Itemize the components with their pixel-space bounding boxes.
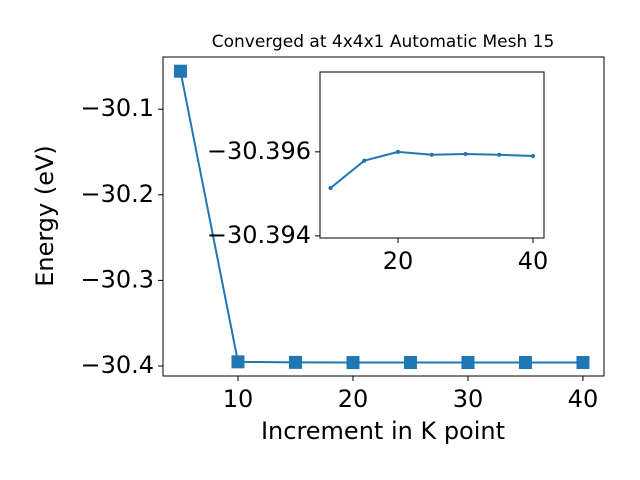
marker: [362, 158, 367, 163]
marker: [346, 356, 360, 370]
marker: [395, 149, 401, 154]
x-tick-label: 40: [568, 385, 599, 413]
y-tick-label: −30.394: [207, 221, 311, 249]
marker: [497, 152, 502, 157]
marker: [461, 356, 475, 370]
marker: [530, 153, 536, 159]
x-tick-label: 20: [383, 247, 414, 275]
y-tick-label: −30.4: [80, 351, 154, 379]
marker: [576, 355, 590, 369]
x-tick-label: 10: [223, 385, 254, 413]
marker: [231, 355, 245, 369]
marker: [463, 151, 468, 157]
chart-title: Converged at 4x4x1 Automatic Mesh 15: [212, 32, 555, 52]
x-tick-label: 20: [338, 385, 369, 413]
y-tick-label: −30.396: [207, 137, 311, 165]
marker: [403, 356, 417, 370]
y-tick-label: −30.1: [80, 94, 154, 122]
x-tick-label: 30: [453, 385, 484, 413]
x-axis-label: Increment in K point: [261, 417, 505, 445]
marker: [429, 152, 434, 157]
marker: [288, 355, 302, 369]
y-tick-label: −30.2: [80, 180, 154, 208]
marker: [518, 356, 532, 370]
x-tick-label: 40: [518, 247, 549, 275]
y-axis-label: Energy (eV): [31, 145, 59, 287]
line: [179, 71, 583, 364]
marker: [328, 185, 333, 191]
y-tick-label: −30.3: [80, 265, 154, 293]
marker: [173, 64, 187, 78]
